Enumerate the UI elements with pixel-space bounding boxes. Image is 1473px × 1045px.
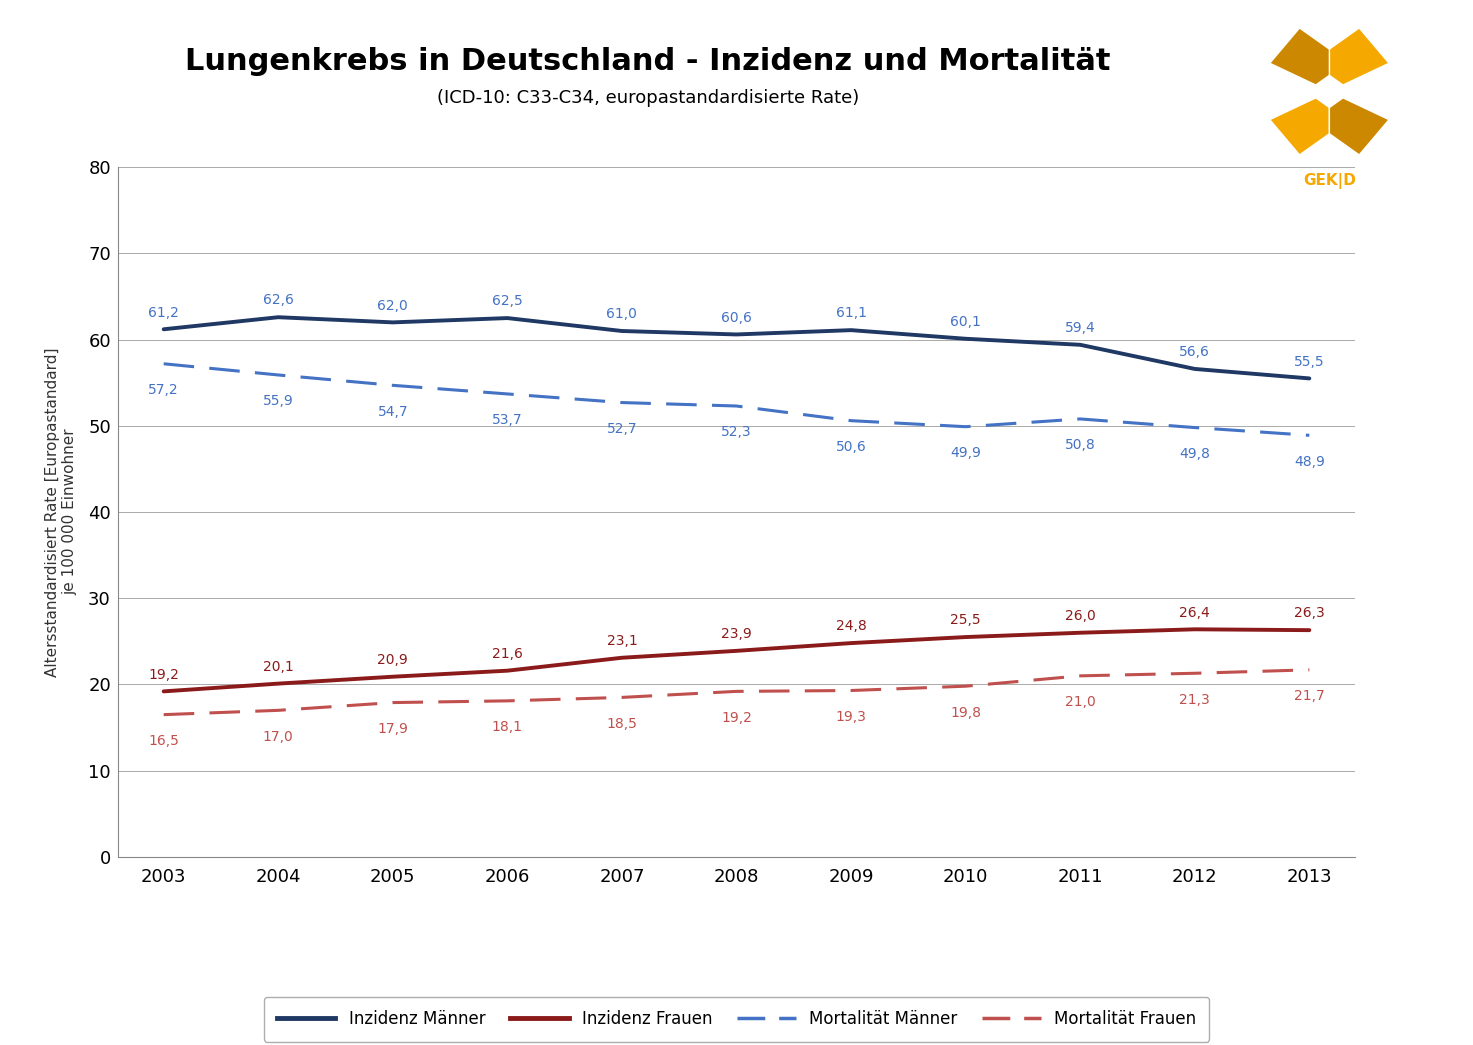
Text: 23,1: 23,1 (607, 634, 638, 648)
Text: 62,6: 62,6 (262, 294, 293, 307)
Text: 61,0: 61,0 (607, 307, 638, 321)
Text: 16,5: 16,5 (149, 734, 180, 748)
Text: 26,0: 26,0 (1065, 609, 1096, 623)
Polygon shape (1329, 92, 1389, 155)
Text: Lungenkrebs in Deutschland - Inzidenz und Mortalität: Lungenkrebs in Deutschland - Inzidenz un… (186, 47, 1111, 76)
Text: 19,2: 19,2 (722, 711, 751, 725)
Text: 62,5: 62,5 (492, 295, 523, 308)
Text: 52,3: 52,3 (722, 425, 751, 440)
Text: 21,7: 21,7 (1293, 690, 1324, 703)
Text: 49,8: 49,8 (1180, 447, 1211, 461)
Polygon shape (1270, 28, 1329, 92)
Text: 19,2: 19,2 (149, 668, 180, 681)
Text: (ICD-10: C33-C34, europastandardisierte Rate): (ICD-10: C33-C34, europastandardisierte … (437, 89, 859, 107)
Text: 62,0: 62,0 (377, 299, 408, 312)
Text: 19,8: 19,8 (950, 705, 981, 720)
Text: 21,3: 21,3 (1180, 693, 1211, 706)
Polygon shape (1329, 28, 1389, 92)
Text: 18,1: 18,1 (492, 720, 523, 735)
Text: 20,9: 20,9 (377, 653, 408, 667)
Polygon shape (1270, 92, 1329, 155)
Text: 21,6: 21,6 (492, 647, 523, 660)
Text: GEK|D: GEK|D (1304, 173, 1355, 189)
Text: 60,1: 60,1 (950, 315, 981, 329)
Text: 56,6: 56,6 (1180, 345, 1211, 359)
Text: 26,3: 26,3 (1293, 606, 1324, 621)
Text: 21,0: 21,0 (1065, 695, 1096, 710)
Text: 19,3: 19,3 (835, 710, 866, 724)
Y-axis label: Altersstandardisiert Rate [Europastandard]
je 100 000 Einwohner: Altersstandardisiert Rate [Europastandar… (44, 347, 77, 677)
Text: 57,2: 57,2 (149, 384, 180, 397)
Text: 17,0: 17,0 (262, 729, 293, 744)
Text: 54,7: 54,7 (377, 404, 408, 419)
Text: 53,7: 53,7 (492, 414, 523, 427)
Text: 50,6: 50,6 (835, 440, 866, 455)
Legend: Inzidenz Männer, Inzidenz Frauen, Mortalität Männer, Mortalität Frauen: Inzidenz Männer, Inzidenz Frauen, Mortal… (264, 997, 1209, 1042)
Text: 55,9: 55,9 (262, 394, 293, 409)
Text: 61,2: 61,2 (149, 305, 180, 320)
Text: 48,9: 48,9 (1293, 455, 1324, 469)
Text: 49,9: 49,9 (950, 446, 981, 460)
Text: 52,7: 52,7 (607, 422, 638, 436)
Text: 20,1: 20,1 (262, 659, 293, 674)
Polygon shape (1305, 74, 1354, 109)
Text: 61,1: 61,1 (835, 306, 866, 321)
Text: 26,4: 26,4 (1180, 605, 1211, 620)
Text: 24,8: 24,8 (835, 620, 866, 633)
Text: 25,5: 25,5 (950, 613, 981, 627)
Text: 60,6: 60,6 (722, 310, 751, 325)
Text: 17,9: 17,9 (377, 722, 408, 736)
Text: 55,5: 55,5 (1293, 354, 1324, 369)
Text: 23,9: 23,9 (722, 627, 751, 642)
Text: 50,8: 50,8 (1065, 439, 1096, 452)
Text: 59,4: 59,4 (1065, 321, 1096, 335)
Text: 18,5: 18,5 (607, 717, 638, 730)
